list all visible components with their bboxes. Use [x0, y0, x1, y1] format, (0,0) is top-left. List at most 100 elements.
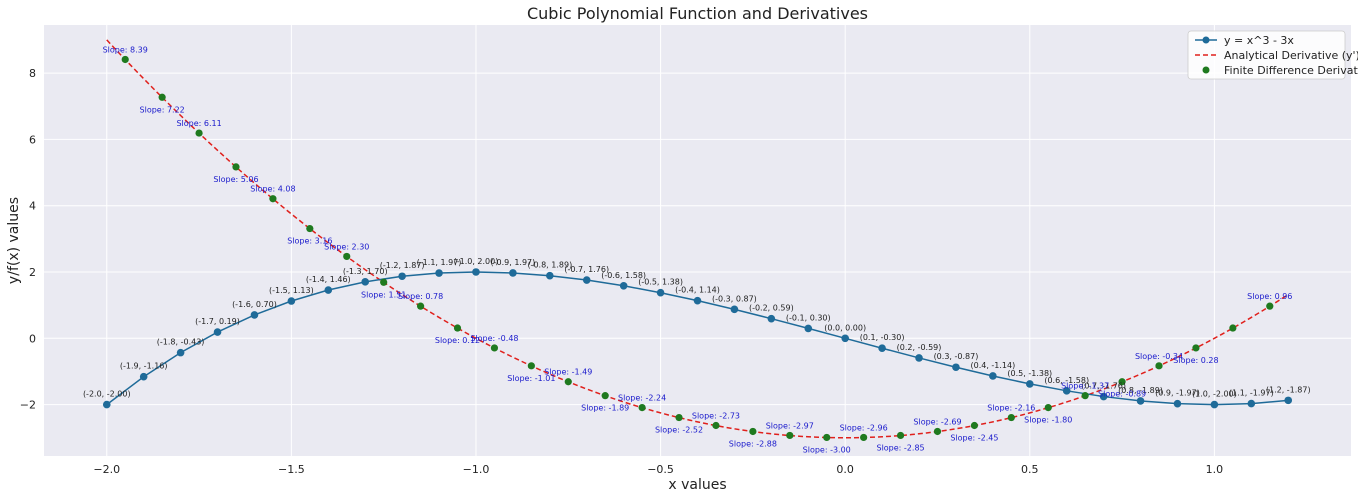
slope-label: Slope: -1.80: [1024, 416, 1072, 425]
function-markers: [102, 268, 1293, 409]
y-axis-label: y/f(x) values: [6, 197, 22, 284]
function-point-label: (-1.6, 0.70): [232, 300, 277, 309]
slope-label: Slope: 8.39: [103, 45, 148, 54]
finite-difference-point: [158, 93, 166, 101]
finite-difference-point: [712, 421, 720, 430]
x-tick-label: −1.5: [278, 463, 305, 476]
function-point-label: (0.5, -1.38): [1007, 369, 1052, 378]
function-point: [619, 281, 628, 290]
function-point: [324, 286, 333, 294]
slope-label: Slope: -1.49: [544, 368, 592, 377]
function-point: [361, 278, 370, 286]
function-point-label: (-1.3, 1.70): [343, 267, 388, 276]
slope-labels: Slope: 8.39 Slope: 7.22 Slope: 6.11 Slope: …: [103, 45, 1293, 454]
slope-label: Slope: -0.48: [470, 334, 518, 343]
analytical-derivative-line: [106, 39, 1289, 439]
function-point-label: (-0.8, 1.89): [527, 261, 572, 270]
slope-label: Slope: 1.51: [361, 290, 406, 299]
slope-label: Slope: 5.06: [213, 175, 258, 184]
x-tick-label: 1.0: [1206, 463, 1224, 476]
function-point: [841, 334, 849, 343]
finite-difference-markers: [121, 55, 1274, 442]
function-point: [546, 271, 554, 280]
function-point-labels: (-2.0, -2.00) (-1.9, -1.16) (-1.8, -0.43) (…: [83, 257, 1311, 399]
slope-label: Slope: -2.45: [950, 433, 998, 442]
y-tick-label: 2: [29, 266, 36, 279]
function-point-label: (0.1, -0.30): [860, 333, 905, 342]
finite-difference-point: [564, 378, 572, 386]
x-tick-label: 0.0: [836, 463, 854, 476]
slope-label: Slope: 4.08: [250, 185, 295, 194]
function-point: [915, 354, 923, 362]
function-point: [1247, 399, 1256, 408]
function-point-label: (0.3, -0.87): [934, 352, 979, 361]
legend-entry-label: y = x^3 - 3x: [1224, 34, 1294, 47]
y-tick-label: 6: [29, 133, 36, 146]
finite-difference-point: [1229, 324, 1237, 332]
function-point-label: (-0.2, 0.59): [749, 304, 794, 313]
finite-difference-point: [306, 224, 314, 233]
function-point-label: (-0.1, 0.30): [786, 313, 831, 322]
function-point-label: (0.9, -1.97): [1155, 389, 1200, 398]
finite-difference-point: [343, 252, 351, 261]
y-tick-label: 0: [29, 332, 36, 345]
function-point: [398, 272, 406, 281]
finite-difference-point: [490, 344, 499, 352]
function-point: [287, 297, 296, 305]
slope-label: Slope: 3.16: [287, 237, 332, 246]
legend-entry-label: Finite Difference Derivative: [1224, 64, 1358, 77]
function-point-label: (0.8, -1.89): [1118, 386, 1163, 395]
function-point: [693, 296, 702, 305]
slope-label: Slope: -2.88: [729, 439, 777, 448]
finite-difference-point: [823, 433, 831, 442]
finite-difference-point: [675, 413, 683, 422]
x-axis-label: x values: [668, 477, 726, 493]
slope-label: Slope: 7.22: [140, 105, 185, 114]
finite-difference-point: [896, 431, 905, 440]
function-point: [952, 363, 960, 372]
finite-difference-point: [232, 163, 240, 171]
slope-label: Slope: -2.24: [618, 394, 666, 403]
function-point: [1136, 397, 1145, 405]
function-point: [250, 311, 259, 319]
function-point: [1025, 380, 1034, 388]
function-point-label: (-0.9, 1.97): [491, 258, 536, 267]
function-point-label: (-0.4, 1.14): [675, 286, 720, 295]
function-point-label: (-1.4, 1.46): [306, 275, 351, 284]
chart-title: Cubic Polynomial Function and Derivative…: [527, 4, 868, 23]
function-point: [102, 400, 111, 409]
legend-marker-swatch: [1202, 66, 1210, 74]
slope-label: Slope: 2.30: [324, 242, 369, 251]
function-point-label: (0.6, -1.58): [1044, 376, 1089, 385]
y-axis-ticks: −2 0 2 4 6 8: [20, 67, 36, 412]
finite-difference-point: [933, 427, 942, 436]
slope-label: Slope: 0.96: [1247, 292, 1292, 301]
x-tick-label: −0.5: [647, 463, 674, 476]
slope-label: Slope: -2.97: [766, 421, 814, 430]
y-tick-label: −2: [20, 399, 36, 412]
finite-difference-point: [970, 421, 979, 430]
function-point: [139, 372, 148, 381]
function-point: [656, 288, 665, 297]
function-point-label: (-0.6, 1.58): [601, 271, 646, 280]
slope-label: Slope: 0.28: [1173, 356, 1218, 365]
finite-difference-point: [638, 403, 646, 412]
function-point-label: (0.7, -1.76): [1081, 382, 1126, 391]
slope-label: Slope: 6.11: [176, 119, 221, 128]
function-point-label: (-1.1, 1.97): [417, 258, 462, 267]
function-point-label: (-1.2, 1.87): [380, 261, 425, 270]
slope-label: Slope: -2.16: [987, 404, 1035, 413]
function-point: [582, 276, 591, 284]
function-point-label: (-1.0, 2.00): [454, 257, 499, 266]
function-point-label: (-1.8, -0.43): [157, 338, 205, 347]
function-point: [730, 305, 739, 314]
x-tick-label: −1.0: [463, 463, 490, 476]
legend-entry-label: Analytical Derivative (y'): [1224, 49, 1358, 62]
legend-marker-swatch: [1202, 36, 1210, 44]
function-point-label: (-0.7, 1.76): [564, 265, 609, 274]
finite-difference-point: [1081, 392, 1089, 400]
y-tick-label: 8: [29, 67, 36, 80]
slope-label: Slope: -0.89: [1098, 390, 1146, 399]
slope-label: Slope: -2.96: [840, 423, 888, 432]
